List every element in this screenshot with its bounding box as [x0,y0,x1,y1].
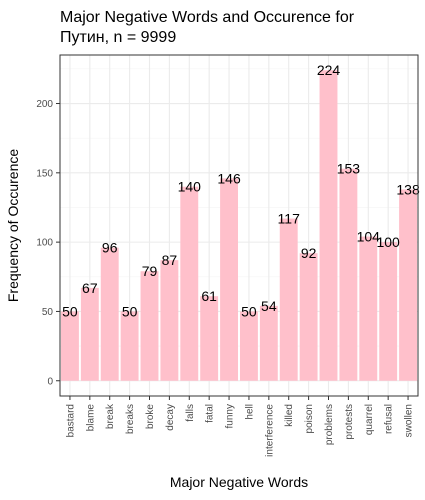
x-tick-label-bastard: bastard [65,404,76,437]
bar-refusal [379,242,398,381]
x-tick-label-funny: funny [225,404,236,428]
x-tick-label-swollen: swollen [404,404,415,437]
bar-broke [140,271,159,381]
bar-bastard [60,311,79,381]
data-label-fatal: 61 [201,288,217,304]
x-tick-label-problems: problems [324,404,335,445]
data-label-swollen: 138 [396,181,420,197]
bar-poison [299,253,318,381]
data-label-protests: 153 [337,161,361,177]
x-tick-label-breaks: breaks [125,404,136,434]
bar-killed [279,218,298,381]
data-label-problems: 224 [317,62,341,78]
bar-decay [160,260,179,381]
data-label-hell: 50 [241,303,257,319]
data-label-falls: 140 [178,179,202,195]
x-tick-label-break: break [105,403,116,429]
data-label-decay: 87 [162,252,178,268]
bar-blame [80,287,99,381]
panel-border [59,54,419,397]
bar-breaks [120,311,139,381]
data-label-broke: 79 [142,263,158,279]
bar-break [100,247,119,381]
bar-funny [220,178,239,381]
x-tick-label-protests: protests [344,404,355,440]
bar-interference [259,305,278,381]
y-tick-label: 150 [36,168,53,179]
y-tick-label: 50 [42,307,54,318]
bar-problems [319,70,338,381]
bar-quarrel [359,236,378,381]
data-label-break: 96 [102,240,118,256]
axes-layer: 0 50 100 150 200 bastard blame break breaks broke… [36,99,414,457]
x-tick-label-decay: decay [165,404,176,431]
x-axis-title: Major Negative Words [170,474,308,490]
bar-swollen [399,189,418,381]
x-tick-label-poison: poison [304,404,315,433]
x-tick-label-blame: blame [85,404,96,432]
y-tick-label: 0 [47,376,53,387]
data-label-killed: 117 [278,211,301,227]
bar-fatal [200,296,219,381]
y-tick-label: 100 [36,238,53,249]
data-label-poison: 92 [301,245,317,261]
data-label-breaks: 50 [122,303,138,319]
bar-falls [180,186,199,381]
x-tick-label-broke: broke [145,404,156,429]
x-tick-label-refusal: refusal [384,404,395,434]
x-tick-label-killed: killed [284,404,295,427]
x-tick-label-interference: interference [264,404,275,457]
bar-protests [339,168,358,381]
chart-title-line-2: Путин, n = 9999 [60,29,176,46]
data-label-interference: 54 [261,298,277,314]
x-tick-label-hell: hell [244,404,255,420]
y-axis-title: Frequency of Occurence [5,149,21,303]
y-tick-label: 200 [36,99,53,110]
bar-hell [239,311,258,381]
x-tick-label-fatal: fatal [205,404,216,423]
data-label-blame: 67 [82,280,98,296]
x-tick-label-falls: falls [185,404,196,422]
chart-title-line-1: Major Negative Words and Occurence for [60,9,355,26]
x-tick-label-quarrel: quarrel [364,404,375,435]
data-label-refusal: 100 [376,234,400,250]
data-label-quarrel: 104 [357,229,381,245]
bars-layer [60,70,418,381]
data-label-funny: 146 [217,170,241,186]
data-label-bastard: 50 [62,303,78,319]
